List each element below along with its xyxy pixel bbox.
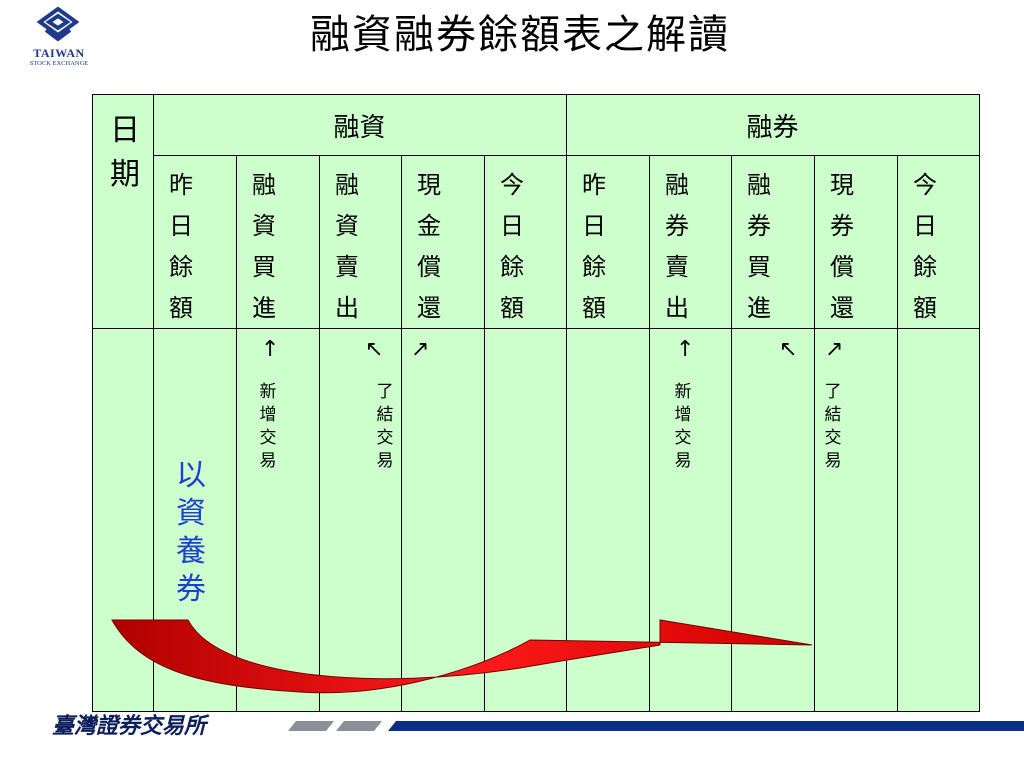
arrow-up-left-icon: ↖ <box>779 337 798 362</box>
footer-decoration <box>288 718 1024 737</box>
twse-logo: TAIWAN STOCK EXCHANGE <box>22 6 96 68</box>
date-char-1: 日 <box>110 113 140 148</box>
note-new-trade-short: 新增交易 <box>674 382 692 471</box>
date-header: 日 期 <box>107 109 143 197</box>
note-close-trade-short: 了結交易 <box>824 382 842 471</box>
col-cash-repay: 現金償還 <box>417 171 441 322</box>
col-short-sell: 融券賣出 <box>665 171 689 322</box>
date-char-2: 期 <box>110 157 140 192</box>
note-new-trade-margin: 新增交易 <box>259 382 277 471</box>
page-title: 融資融券餘額表之解讀 <box>310 12 730 58</box>
col-stock-repay: 現券償還 <box>830 171 854 322</box>
arrow-up-right-icon: ↗ <box>825 337 844 362</box>
short-sale-header: 融券 <box>746 113 799 143</box>
note-close-trade-margin: 了結交易 <box>376 382 394 471</box>
highlight-text: 以資養券 <box>176 458 206 607</box>
arrow-up-icon: ↑ <box>261 337 280 362</box>
col-margin-buy: 融資買進 <box>252 171 276 322</box>
col-prev-balance-short: 昨日餘額 <box>582 171 606 322</box>
margin-balance-table: 日 期 融資 融券 昨日餘額 融資買進 融資賣出 現金償還 今日餘額 昨日餘額 … <box>92 94 980 712</box>
arrow-up-icon: ↑ <box>676 337 695 362</box>
col-short-buy: 融券買進 <box>747 171 771 322</box>
logo-subtitle: STOCK EXCHANGE <box>29 60 89 67</box>
logo-emblem-icon <box>36 6 80 42</box>
margin-purchase-header: 融資 <box>333 113 386 143</box>
col-today-balance-margin: 今日餘額 <box>500 171 524 322</box>
footer-bar-icon <box>288 721 1024 731</box>
col-prev-balance-margin: 昨日餘額 <box>169 171 193 322</box>
col-margin-sell: 融資賣出 <box>335 171 359 322</box>
arrow-up-right-icon: ↗ <box>411 337 430 362</box>
arrow-up-left-icon: ↖ <box>365 337 384 362</box>
col-today-balance-short: 今日餘額 <box>913 171 937 322</box>
footer-org-name: 臺灣證券交易所 <box>52 713 207 739</box>
logo-name: TAIWAN <box>33 46 85 60</box>
